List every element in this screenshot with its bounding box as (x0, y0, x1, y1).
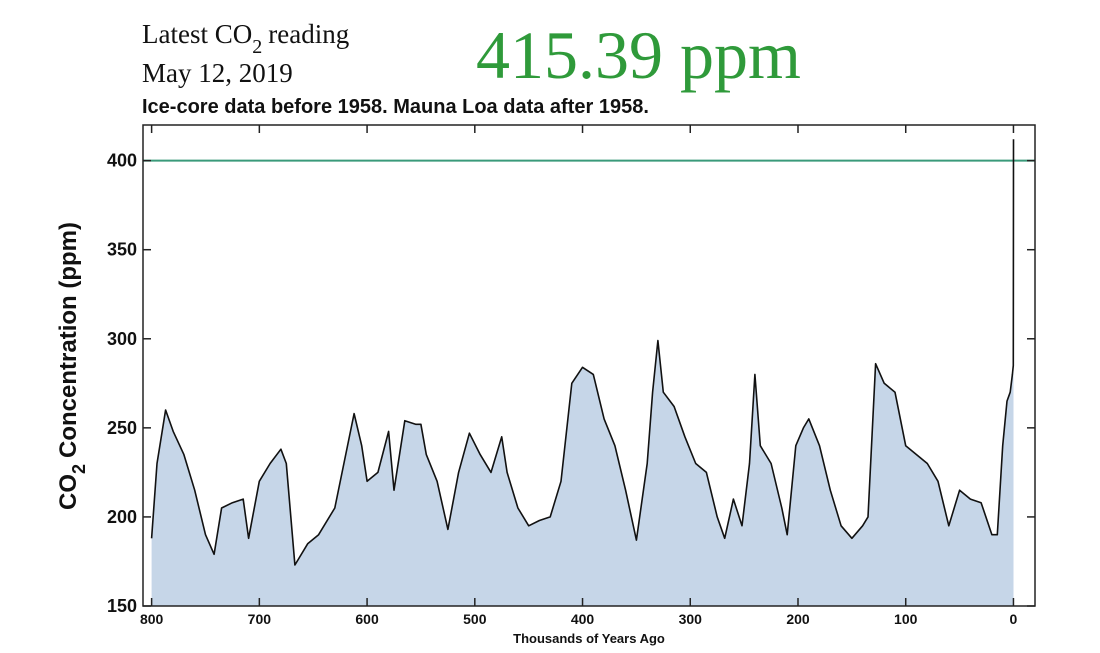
y-tick-label: 300 (107, 329, 137, 349)
x-tick-label: 300 (679, 611, 703, 627)
y-tick-label: 200 (107, 507, 137, 527)
reading-label-text: Latest CO (142, 19, 252, 49)
data-line (150, 139, 1015, 566)
y-label-text: CO (55, 474, 82, 510)
x-tick-label: 100 (894, 611, 918, 627)
y-tick-label: 250 (107, 418, 137, 438)
reading-label: Latest CO2 reading (142, 19, 349, 58)
subtitle: Ice-core data before 1958. Mauna Loa dat… (142, 96, 649, 118)
plot-frame (142, 124, 1036, 607)
x-tick-label: 600 (355, 611, 379, 627)
area-fill (151, 139, 1014, 607)
y-axis-label: CO2 Concentration (ppm) (55, 222, 89, 510)
reading-label-sub: 2 (252, 36, 262, 58)
x-tick-label: 800 (140, 611, 164, 627)
x-tick-label: 0 (1010, 611, 1018, 627)
y-label-sub: 2 (69, 464, 89, 474)
y-label-rest: Concentration (ppm) (55, 222, 82, 458)
reading-date: May 12, 2019 (142, 58, 293, 88)
y-tick-label: 400 (107, 151, 137, 171)
y-tick-label: 350 (107, 240, 137, 260)
x-tick-label: 500 (463, 611, 487, 627)
reading-value: 415.39 ppm (476, 17, 801, 93)
x-tick-label: 700 (248, 611, 272, 627)
y-tick-label: 150 (107, 596, 137, 616)
x-tick-label: 400 (571, 611, 595, 627)
x-tick-label: 200 (786, 611, 810, 627)
reading-label-rest: reading (268, 19, 349, 49)
x-axis-label: Thousands of Years Ago (513, 631, 665, 646)
